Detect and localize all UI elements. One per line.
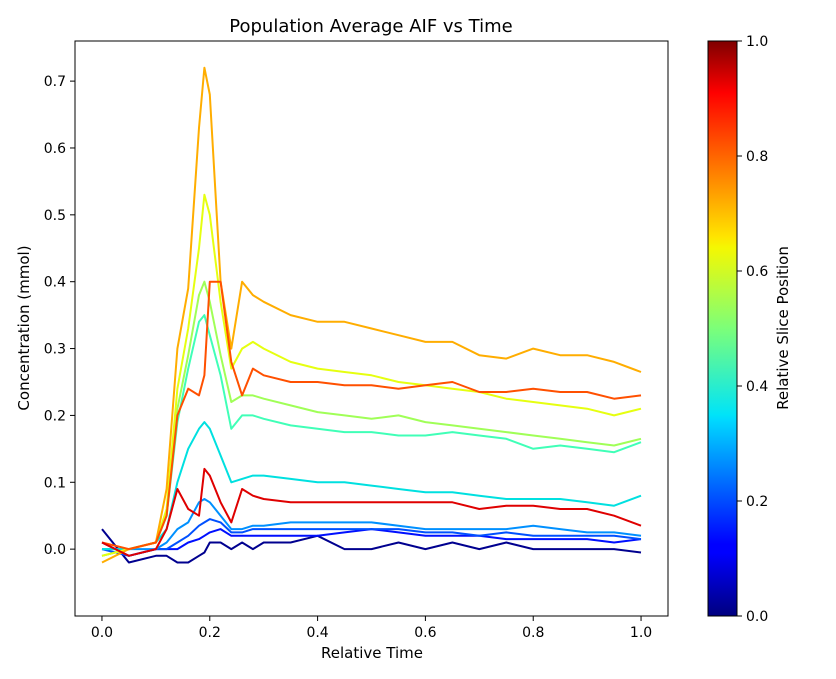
colorbar: 0.0 0.2 0.4 0.6 0.8 1.0 <box>707 34 768 625</box>
colorbar-tick-label: 1.0 <box>746 34 768 50</box>
y-tick-label: 0.3 <box>44 342 66 358</box>
colorbar-tick-label: 0.4 <box>746 379 768 395</box>
x-axis-label: Relative Time <box>321 644 423 662</box>
series-line-0 <box>101 528 642 564</box>
series-line-7 <box>101 193 642 557</box>
y-tick-label: 0.2 <box>44 408 66 424</box>
series-line-8 <box>101 66 642 564</box>
x-tick-label: 0.4 <box>306 625 328 641</box>
series-line-2 <box>101 518 642 557</box>
x-tick-label: 0.2 <box>199 625 221 641</box>
series-line-9 <box>101 280 642 551</box>
y-tick-label: 0.4 <box>44 275 66 291</box>
series-line-4 <box>102 421 642 551</box>
y-axis: 0.0 0.1 0.2 0.3 0.4 0.5 0.6 0.7 <box>44 74 75 558</box>
x-tick-label: 0.8 <box>522 625 544 641</box>
x-tick-label: 0.6 <box>414 625 436 641</box>
colorbar-tick-label: 0.6 <box>746 264 768 280</box>
y-tick-label: 0.6 <box>44 141 66 157</box>
x-tick-label: 0.0 <box>91 625 113 641</box>
colorbar-ticks: 0.0 0.2 0.4 0.6 0.8 1.0 <box>737 34 768 625</box>
x-axis: 0.0 0.2 0.4 0.6 0.8 1.0 <box>91 616 652 641</box>
series-line-5 <box>101 314 642 557</box>
plot-frame <box>74 40 669 617</box>
series-group <box>101 66 642 564</box>
colorbar-label: Relative Slice Position <box>774 246 792 410</box>
plot-area: 0.0 0.2 0.4 0.6 0.8 1.0 0.0 0.1 0.2 0.3 0.4 0.5 0.6… <box>44 40 669 641</box>
x-tick-label: 1.0 <box>630 625 652 641</box>
y-tick-label: 0.7 <box>44 74 66 90</box>
colorbar-tick-label: 0.2 <box>746 494 768 510</box>
y-tick-label: 0.1 <box>44 475 66 491</box>
series-line-1 <box>101 528 642 557</box>
series-line-3 <box>102 498 642 551</box>
y-tick-label: 0.0 <box>44 542 66 558</box>
colorbar-gradient <box>707 40 738 617</box>
series-line-6 <box>101 280 642 557</box>
colorbar-tick-label: 0.8 <box>746 149 768 165</box>
y-tick-label: 0.5 <box>44 208 66 224</box>
chart-title: Population Average AIF vs Time <box>229 16 512 37</box>
colorbar-tick-label: 0.0 <box>746 609 768 625</box>
y-axis-label: Concentration (mmol) <box>15 245 33 410</box>
series-line-10 <box>101 467 642 557</box>
